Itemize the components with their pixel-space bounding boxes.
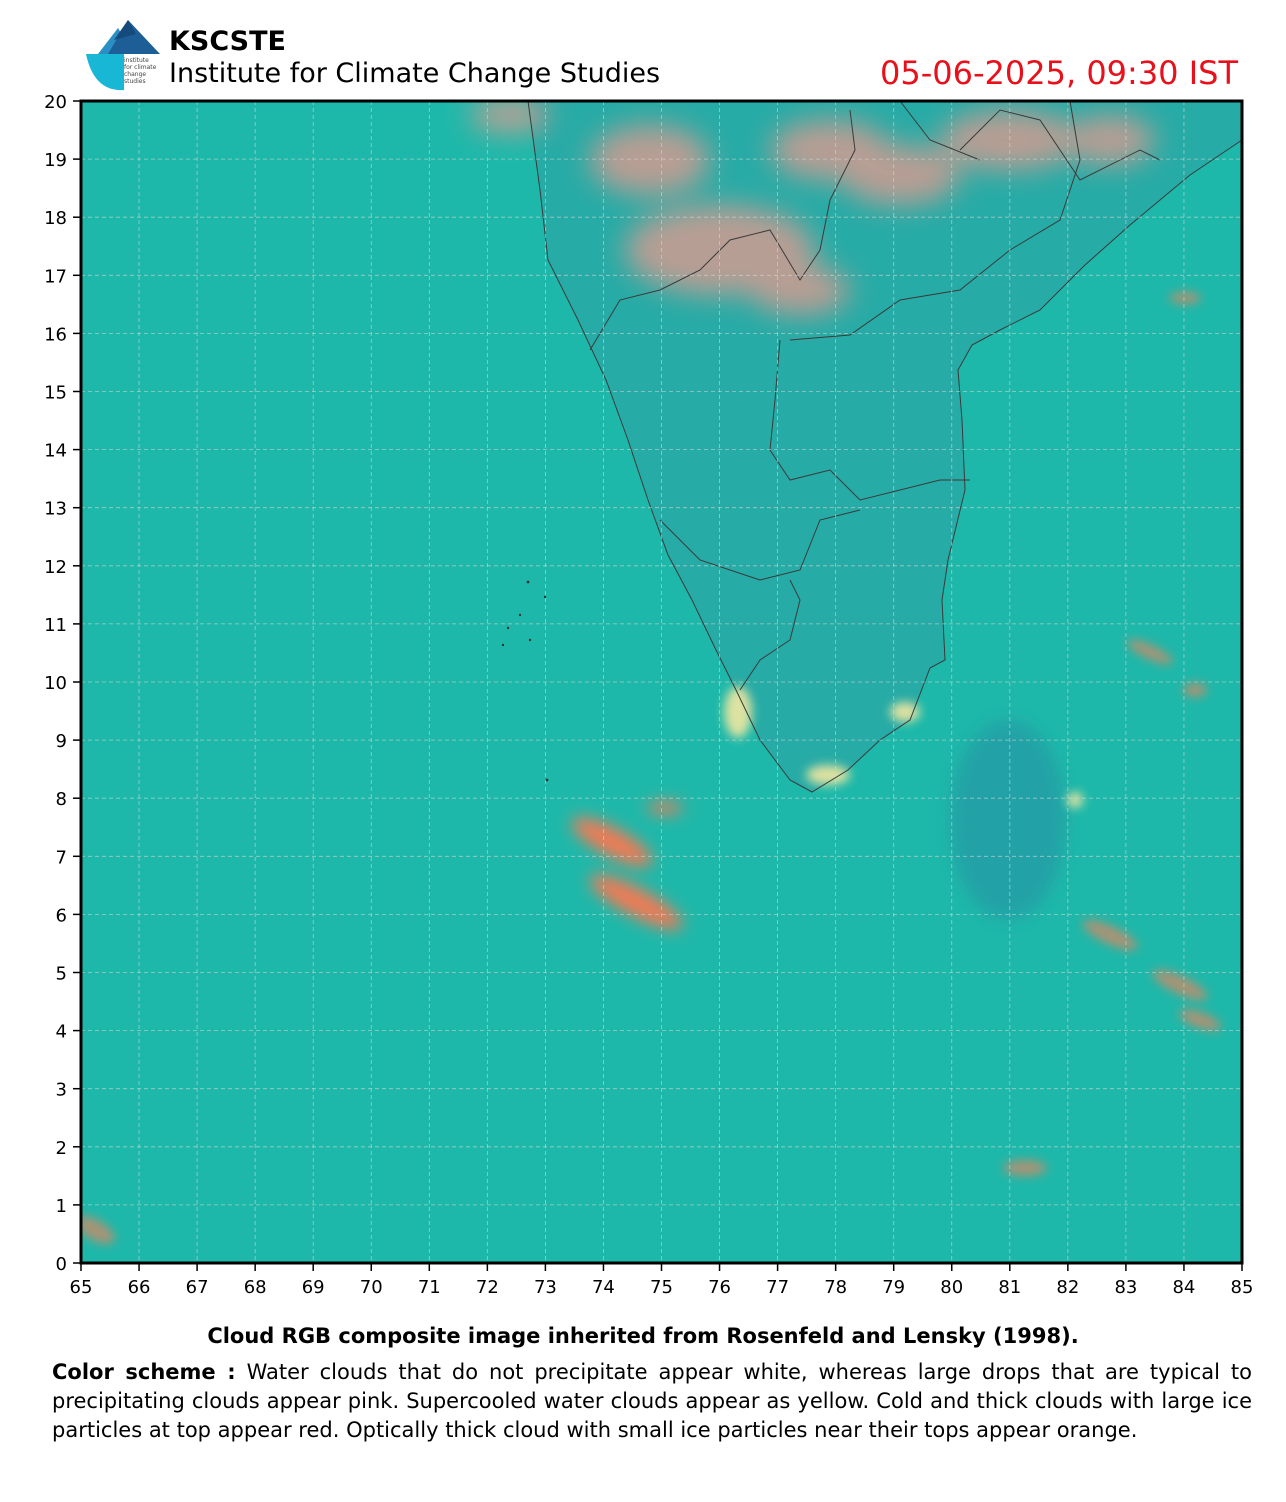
x-tick-label: 66: [128, 1277, 151, 1298]
x-tick-label: 76: [708, 1277, 731, 1298]
axis-ticks: 65 66 67 68 69 70 71 72 73 74 75 76 77 78 79 80 81 82 83 84…: [44, 92, 1253, 1298]
y-tick-label: 2: [56, 1138, 67, 1159]
y-tick-label: 13: [44, 499, 67, 520]
y-tick-label: 10: [44, 673, 67, 694]
y-tick-label: 19: [44, 150, 67, 171]
x-tick-label: 78: [824, 1277, 847, 1298]
y-tick-label: 5: [56, 964, 67, 985]
timestamp: 05-06-2025, 09:30 IST: [880, 54, 1238, 92]
y-tick-label: 15: [44, 383, 67, 404]
x-tick-label: 84: [1172, 1277, 1195, 1298]
satellite-map: 65 66 67 68 69 70 71 72 73 74 75 76 77 78 79 80 81 82 83 84…: [44, 92, 1253, 1298]
x-tick-label: 85: [1231, 1277, 1254, 1298]
logo-text-3: change: [124, 71, 146, 78]
y-tick-label: 7: [56, 847, 67, 868]
lakshadweep-islands: [501, 580, 549, 782]
x-tick-label: 68: [244, 1277, 267, 1298]
x-tick-label: 82: [1056, 1277, 1079, 1298]
y-tick-label: 8: [56, 789, 67, 810]
x-tick-label: 79: [882, 1277, 905, 1298]
supercooled-clouds-coast: [724, 686, 1083, 808]
y-tick-label: 18: [44, 208, 67, 229]
y-tick-label: 14: [44, 441, 67, 462]
ice-clouds-southwest: [571, 802, 683, 930]
y-tick-label: 17: [44, 266, 67, 287]
y-tick-label: 4: [56, 1022, 67, 1043]
color-scheme-description: Color scheme : Water clouds that do not …: [52, 1358, 1252, 1445]
color-scheme-text: Water clouds that do not precipitate app…: [52, 1360, 1253, 1442]
x-tick-label: 72: [476, 1277, 499, 1298]
x-tick-label: 71: [418, 1277, 441, 1298]
org-name: KSCSTE: [169, 26, 286, 57]
org-subtitle: Institute for Climate Change Studies: [169, 58, 661, 89]
x-tick-label: 80: [940, 1277, 963, 1298]
y-tick-label: 11: [44, 615, 67, 636]
y-tick-label: 12: [44, 557, 67, 578]
x-tick-label: 73: [534, 1277, 557, 1298]
logo-text-2: for climate: [124, 64, 157, 71]
y-tick-label: 9: [56, 731, 67, 752]
x-tick-label: 83: [1114, 1277, 1137, 1298]
ice-clouds-east: [81, 292, 1221, 1244]
color-scheme-label: Color scheme :: [52, 1360, 236, 1384]
x-tick-label: 81: [998, 1277, 1021, 1298]
y-tick-label: 1: [56, 1196, 67, 1217]
x-tick-label: 74: [592, 1277, 615, 1298]
y-tick-label: 0: [56, 1254, 67, 1275]
sri-lanka-region: [950, 720, 1066, 920]
x-tick-label: 65: [70, 1277, 93, 1298]
logo-text-4: studies: [124, 78, 146, 85]
map-frame: [79, 99, 1244, 1265]
map-svg: 65 66 67 68 69 70 71 72 73 74 75 76 77 78 79 80 81 82 83 84…: [44, 92, 1253, 1298]
y-tick-label: 20: [44, 92, 67, 113]
logo-text-1: institute: [124, 57, 149, 64]
kscste-logo: institute for climate change studies: [86, 20, 160, 91]
y-tick-label: 16: [44, 324, 67, 345]
y-tick-label: 6: [56, 905, 67, 926]
figure-caption: Cloud RGB composite image inherited from…: [207, 1324, 1079, 1348]
x-tick-label: 69: [302, 1277, 325, 1298]
x-tick-label: 77: [766, 1277, 789, 1298]
x-tick-label: 70: [360, 1277, 383, 1298]
x-tick-label: 75: [650, 1277, 673, 1298]
x-tick-label: 67: [186, 1277, 209, 1298]
y-tick-label: 3: [56, 1080, 67, 1101]
